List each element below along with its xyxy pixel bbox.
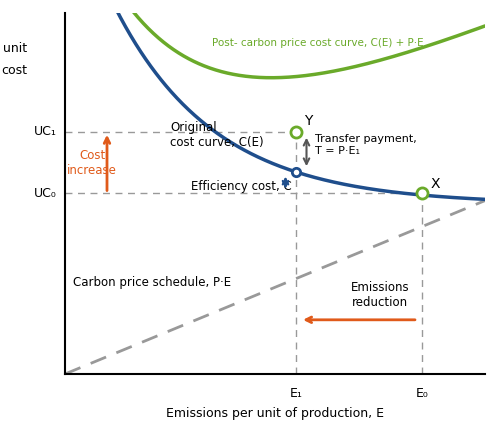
Text: Transfer payment,
T = P·E₁: Transfer payment, T = P·E₁ — [315, 134, 416, 156]
Text: Post- carbon price cost curve, C(E) + P·E: Post- carbon price cost curve, C(E) + P·… — [212, 38, 424, 48]
Text: Cost
increase: Cost increase — [68, 149, 117, 177]
Text: E₁: E₁ — [290, 387, 302, 399]
Text: X: X — [430, 177, 440, 191]
Text: UC₁: UC₁ — [34, 125, 56, 139]
Text: cost: cost — [2, 64, 28, 77]
Text: Emissions per unit of production, E: Emissions per unit of production, E — [166, 406, 384, 419]
Text: Y: Y — [304, 114, 313, 128]
Text: Original
cost curve, C(E): Original cost curve, C(E) — [170, 121, 264, 149]
Text: E₀: E₀ — [416, 387, 428, 399]
Text: Efficiency cost, C: Efficiency cost, C — [191, 180, 292, 193]
Text: unit: unit — [2, 42, 26, 55]
Text: Emissions
reduction: Emissions reduction — [350, 281, 410, 309]
Text: UC₀: UC₀ — [34, 187, 56, 200]
Text: Carbon price schedule, P·E: Carbon price schedule, P·E — [74, 276, 232, 289]
